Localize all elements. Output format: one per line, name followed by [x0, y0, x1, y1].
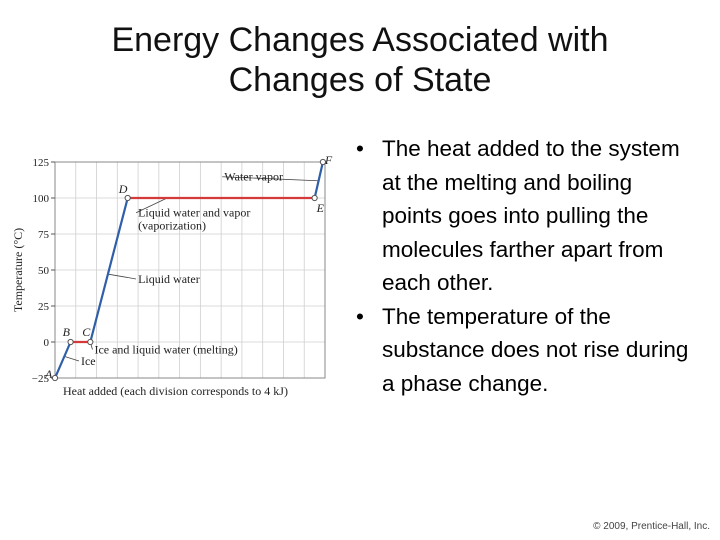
y-axis-label: Temperature (°C): [11, 228, 25, 312]
point-label-d: D: [118, 182, 128, 196]
bullet-text-1: The heat added to the system at the melt…: [382, 136, 680, 295]
curve-point: [87, 338, 94, 346]
bullet-dot-icon: •: [356, 303, 364, 329]
y-tick-label: −25: [32, 373, 50, 385]
curve-point: [67, 338, 74, 346]
y-tick-label: 125: [33, 157, 50, 169]
annotation-liquid-vapor: (vaporization): [138, 219, 206, 233]
annotation-leader: [135, 197, 168, 214]
title-line-1: Energy Changes Associated with: [111, 21, 609, 59]
curve-point: [51, 374, 59, 382]
slide-title: Energy Changes Associated with Changes o…: [40, 20, 680, 100]
heating-curve-chart: −25 0 25 50 75 100 125 Temperature (°C) Heat add…: [11, 153, 333, 398]
annotation-leader: [222, 176, 318, 182]
title-line-2: Changes of State: [228, 61, 492, 99]
point-label-f: F: [324, 153, 333, 167]
curve-segment: [89, 196, 129, 344]
annotation-liquid-vapor: Liquid water and vapor: [138, 206, 250, 220]
point-label-e: E: [316, 201, 325, 215]
curve-point: [319, 158, 327, 166]
curve-point: [311, 194, 318, 202]
bullet-dot-icon: •: [356, 136, 364, 161]
bullet-item-2: • The temperature of the substance does …: [356, 300, 696, 401]
annotation-leader: [64, 356, 80, 362]
copyright-footer: © 2009, Prentice-Hall, Inc.: [593, 521, 710, 532]
y-tick-label: 25: [38, 301, 50, 313]
bullet-list: • The heat added to the system at the me…: [356, 132, 696, 400]
point-label-b: B: [63, 325, 71, 339]
bullet-item-1: • The heat added to the system at the me…: [356, 132, 696, 300]
annotation-ice: Ice: [81, 354, 96, 368]
bullet-text-2: The temperature of the substance does no…: [382, 303, 689, 396]
curve-point: [124, 194, 131, 202]
annotation-liquid-water: Liquid water: [138, 272, 200, 286]
y-tick-label: 50: [38, 265, 50, 277]
annotation-ice-liquid: Ice and liquid water (melting): [94, 343, 237, 357]
curve-segment: [53, 340, 72, 380]
point-label-a: A: [44, 367, 53, 381]
x-axis-label: Heat added (each division corresponds to…: [63, 384, 288, 398]
y-tick-label: 0: [44, 337, 50, 349]
y-tick-label: 75: [38, 229, 50, 241]
annotation-water-vapor: Water vapor: [224, 170, 283, 184]
y-tick-label: 100: [33, 193, 50, 205]
curve-segment: [313, 160, 325, 200]
annotation-leader: [108, 273, 137, 280]
point-label-c: C: [82, 325, 91, 339]
